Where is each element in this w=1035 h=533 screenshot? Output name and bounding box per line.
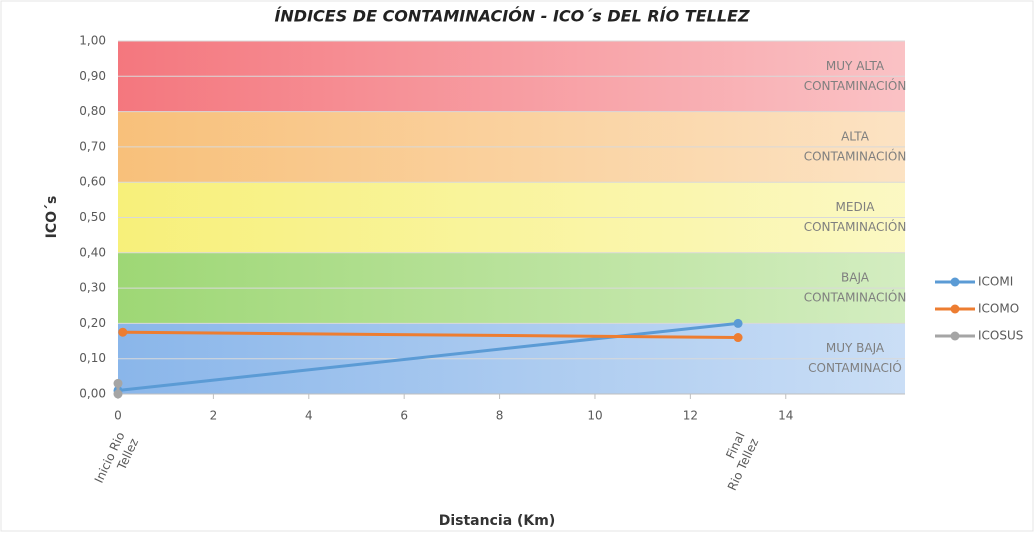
x-axis-label: Distancia (Km) <box>439 513 556 529</box>
band-label: ALTA <box>841 129 870 143</box>
legend-marker <box>950 331 960 341</box>
y-tick-label: 0,70 <box>79 139 106 153</box>
series-line <box>122 330 739 340</box>
band-label: BAJA <box>841 271 870 285</box>
y-axis-label: ICO´s <box>44 196 60 239</box>
band-label: CONTAMINACIÓN <box>804 78 907 93</box>
legend-label: ICOSUS <box>978 329 1023 343</box>
x-tick-label: 6 <box>400 409 408 423</box>
series-point <box>113 389 123 399</box>
x-tick-label: 14 <box>778 409 793 423</box>
y-tick-label: 0,30 <box>79 281 106 295</box>
x-tick-label: 0 <box>114 409 122 423</box>
y-tick-label: 0,10 <box>79 351 106 365</box>
legend-marker <box>950 277 960 287</box>
legend-marker <box>950 304 960 314</box>
y-tick-label: 0,40 <box>79 245 106 259</box>
y-tick-label: 0,60 <box>79 175 106 189</box>
band-label: MUY BAJA <box>826 341 885 355</box>
band-label: CONTAMINACIÓN <box>804 219 907 234</box>
band-label: CONTAMINACIÓ <box>808 360 902 375</box>
y-tick-label: 0,90 <box>79 69 106 83</box>
band-label: MEDIA <box>836 200 876 214</box>
y-tick-label: 0,80 <box>79 104 106 118</box>
x-tick-label: 4 <box>305 409 313 423</box>
band-label: MUY ALTA <box>826 59 885 73</box>
y-tick-label: 0,50 <box>79 210 106 224</box>
x-tick-label: 10 <box>587 409 602 423</box>
series-point <box>113 378 123 388</box>
x-tick-label: 8 <box>496 409 504 423</box>
x-tick-label: 12 <box>683 409 698 423</box>
series-point <box>733 318 743 328</box>
chart-title: ÍNDICES DE CONTAMINACIÓN - ICO´s DEL RÍO… <box>274 7 750 26</box>
band-label: CONTAMINACIÓN <box>804 290 907 305</box>
series-line <box>117 321 739 392</box>
legend-label: ICOMO <box>978 302 1019 316</box>
y-tick-label: 0,00 <box>79 387 106 401</box>
series-point <box>733 333 743 343</box>
y-tick-label: 1,00 <box>79 34 106 48</box>
band-label: CONTAMINACIÓN <box>804 148 907 163</box>
series-point <box>118 327 128 337</box>
legend-label: ICOMI <box>978 275 1013 289</box>
x-tick-label: 2 <box>210 409 218 423</box>
y-tick-label: 0,20 <box>79 316 106 330</box>
